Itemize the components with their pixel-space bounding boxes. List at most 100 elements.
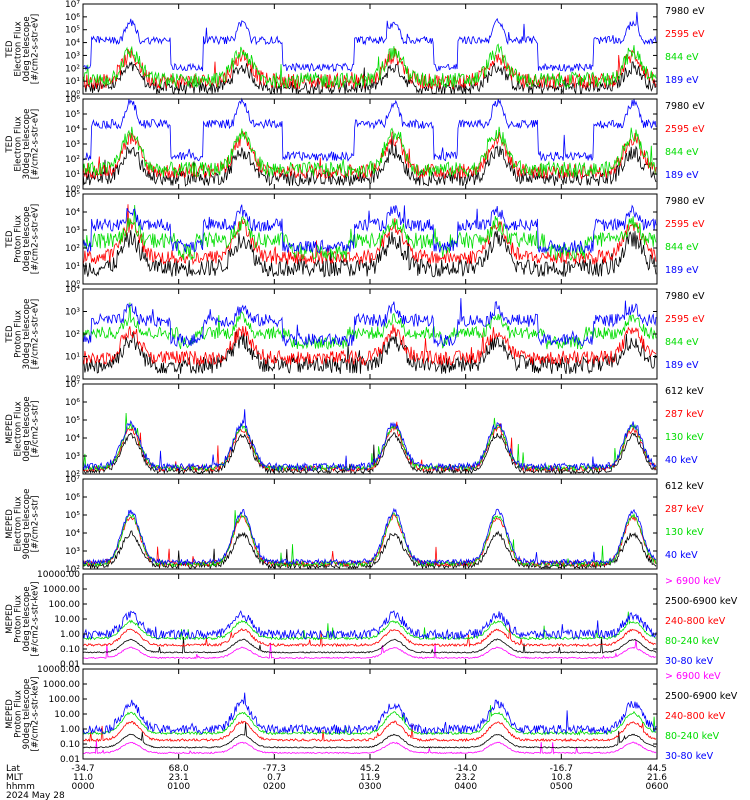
panel-frame [82,573,658,665]
legend-entry: 189 eV [665,360,699,371]
series-trace-7-2 [82,636,657,654]
legend-entry: > 6900 keV [665,576,721,587]
legend-entry: 2595 eV [665,29,705,40]
y-axis-label: MEPED [5,699,15,729]
y-axis-label: 90deg telescope [22,489,32,560]
panel-7: 0.01 0.10 1.00 10.00 100.00 1000.00 10000.00 ME… [5,570,738,670]
y-tick-label: 10¹ [65,353,80,363]
y-tick-label: 10³ [65,452,80,462]
series-trace-8-4 [82,705,657,736]
series-trace-4-3 [82,302,657,350]
series-trace-5-4 [82,409,657,472]
legend-entry: 612 keV [665,386,704,397]
y-tick-label: 0.10 [60,645,80,655]
y-tick-label: 10³ [65,547,80,557]
legend-entry: 2595 eV [665,124,705,135]
y-tick-label: 1000.00 [43,680,80,690]
x-row-label: hhmm [6,782,35,792]
y-axis-label: [#/cm2-s-str-keV] [31,582,41,657]
series-trace-7-5 [82,610,657,641]
y-tick-label: 10.00 [54,710,80,720]
legend-entry: 30-80 keV [665,656,714,667]
legend-entry: 7980 eV [665,6,705,17]
legend-entry: 844 eV [665,242,699,253]
y-tick-label: 10⁶ [65,95,80,105]
y-axis-label: [#/cm2-s-str-eV] [31,299,41,369]
y-axis-label: Proton Flux [14,690,24,738]
y-tick-label: 1.00 [60,630,80,640]
y-tick-label: 10¹ [65,170,80,180]
y-tick-label: 10⁴ [65,529,80,539]
x-tick-label-hhmm: 0500 [550,782,573,792]
panel-8: 0.01 0.10 1.00 10.00 100.00 1000.00 10000.00 ME… [5,665,738,765]
y-axis-label: TED [5,40,15,59]
legend-entry: 2595 eV [665,314,705,325]
series-trace-3-2 [82,204,657,266]
legend-entry: 844 eV [665,52,699,63]
panel-frame [82,668,658,760]
legend-entry: 189 eV [665,170,699,181]
y-axis-label: Proton Flux [14,595,24,643]
series-trace-1-3 [82,43,657,89]
y-axis-label: TED [5,325,15,344]
y-axis-label: 0deg telescope [22,206,32,271]
series-trace-3-3 [82,204,657,262]
y-tick-label: 10³ [65,51,80,61]
x-row-label: Lat [6,764,21,774]
y-axis-label: 0deg telescope [22,586,32,651]
y-axis-label: 90deg telescope [22,679,32,750]
series-trace-2-1 [82,135,657,187]
y-tick-label: 10² [65,155,80,165]
y-tick-label: 10¹ [65,77,80,87]
x-tick-label-hhmm: 0000 [72,782,95,792]
y-tick-label: 1.00 [60,725,80,735]
y-axis-label: [#/cm2-s-str] [31,496,41,553]
legend-entry: 2500-6900 keV [665,596,738,607]
y-tick-label: 10⁴ [65,434,80,444]
y-tick-label: 0.01 [60,755,80,765]
legend-entry: 7980 eV [665,196,705,207]
y-tick-label: 10⁵ [65,190,80,200]
y-axis-label: 30deg telescope [22,109,32,180]
y-axis-label: 0deg telescope [22,16,32,81]
y-tick-label: 10² [65,565,80,575]
x-tick-label-lat: -77.3 [263,764,286,774]
legend-entry: 2500-6900 keV [665,691,738,702]
y-tick-label: 100.00 [49,600,81,610]
series-trace-6-2 [82,514,657,568]
series-trace-7-1 [82,639,657,660]
y-tick-label: 10³ [65,140,80,150]
x-tick-label-lat: -16.7 [550,764,573,774]
legend-entry: 7980 eV [665,101,705,112]
y-tick-label: 10² [65,64,80,74]
x-tick-label-mlt: 11.0 [73,773,93,783]
x-tick-label-lat: 68.0 [169,764,189,774]
x-row-label: MLT [6,773,24,783]
y-axis-label: 0deg telescope [22,396,32,461]
legend-entry: 80-240 keV [665,731,720,742]
legend-entry: 2595 eV [665,219,705,230]
y-tick-label: 0.10 [60,740,80,750]
x-tick-label-hhmm: 0300 [359,782,382,792]
y-axis-label: [#/cm2-s-str] [31,401,41,458]
y-tick-label: 10⁵ [65,416,80,426]
x-tick-label-lat: -14.0 [454,764,478,774]
x-tick-label-hhmm: 0100 [167,782,190,792]
y-axis-label: MEPED [5,509,15,539]
y-axis-label: MEPED [5,414,15,444]
y-tick-label: 10³ [65,226,80,236]
y-tick-label: 10² [65,470,80,480]
x-tick-label-hhmm: 0600 [646,782,669,792]
legend-entry: 240-800 keV [665,711,726,722]
series-trace-2-4 [82,97,657,162]
y-axis-label: Electron Flux [14,21,24,76]
y-tick-label: 10³ [65,308,80,318]
legend-entry: 844 eV [665,337,699,348]
y-tick-label: 10000.00 [37,665,80,675]
x-tick-label-lat: -34.7 [71,764,94,774]
